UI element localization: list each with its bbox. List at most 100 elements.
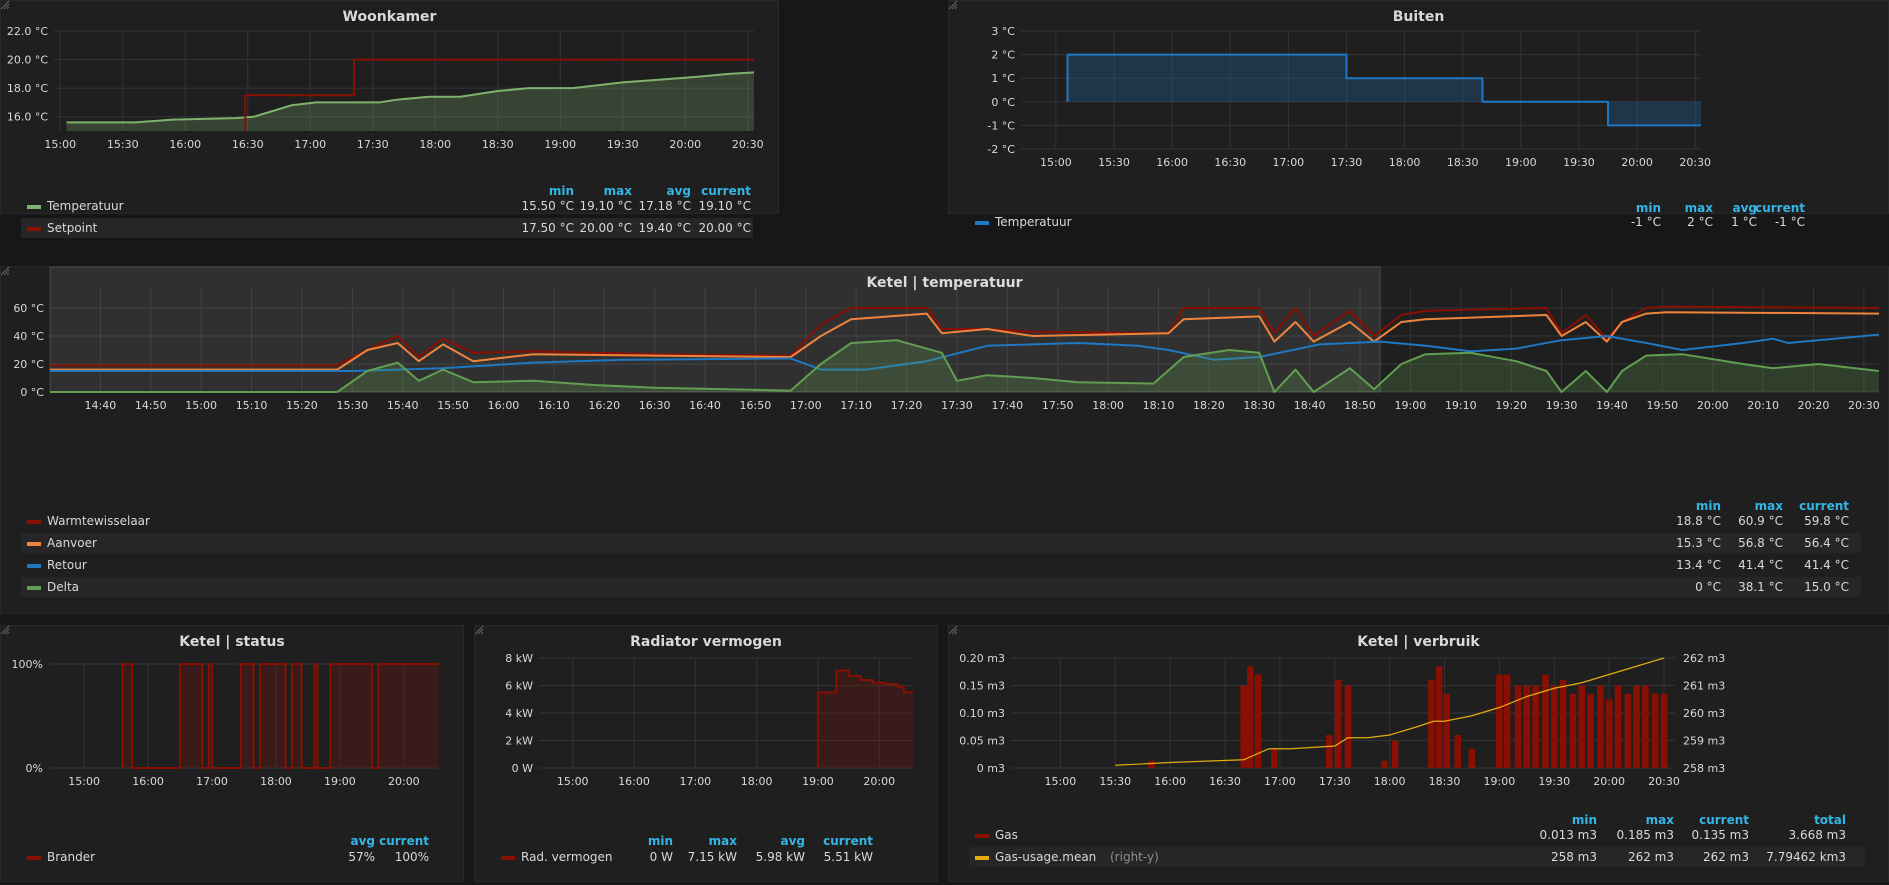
legend-row[interactable]: Retour 13.4 °C 41.4 °C 41.4 °C (21, 555, 1861, 575)
legend-row[interactable]: Gas-usage.mean (right-y) 258 m3 262 m3 262 m… (969, 847, 1865, 867)
legend-value-max: 56.8 °C (1738, 536, 1783, 550)
gas-bar (1633, 685, 1640, 768)
x-tick-label: 19:00 (1484, 775, 1516, 788)
rad-vermogen-area (817, 670, 913, 768)
legend-header-max[interactable]: max (1754, 499, 1783, 513)
woonkamer-chart[interactable]: 22.0 °C 20.0 °C 18.0 °C 16.0 °C 15:00 15:30 16… (1, 1, 780, 215)
x-tick-label: 16:00 (169, 138, 201, 151)
legend-value-avg: 17.18 °C (638, 199, 691, 213)
legend-series-name[interactable]: Brander (47, 850, 96, 864)
x-tick-label: 18:20 (1193, 399, 1225, 412)
y-tick-label: 20 °C (13, 358, 44, 371)
temperatuur-area (1067, 54, 1701, 126)
panel-title[interactable]: Radiator vermogen (630, 634, 782, 650)
ketel-status-chart[interactable]: 100% 0% 15:00 16:00 17:00 18:00 19:00 20:00 (1, 626, 465, 883)
legend-header-avg[interactable]: avg (666, 184, 691, 198)
buiten-chart[interactable]: 3 °C 2 °C 1 °C 0 °C -1 °C -2 °C 15:00 15:30 16:0… (949, 1, 1889, 215)
legend-color-swatch[interactable] (27, 205, 41, 209)
y-tick-label: 2 °C (991, 49, 1015, 62)
legend-color-swatch[interactable] (975, 856, 989, 860)
resize-handle-icon[interactable] (474, 625, 484, 635)
legend-header-max[interactable]: max (1645, 813, 1674, 827)
x-tick-label: 20:30 (1848, 399, 1880, 412)
legend-color-swatch[interactable] (27, 856, 41, 860)
legend-row[interactable]: Rad. vermogen 0 W 7.15 kW 5.98 kW 5.51 kW (495, 847, 907, 867)
panel-title[interactable]: Ketel | temperatuur (1, 275, 1888, 291)
panel-title[interactable]: Ketel | status (179, 634, 285, 650)
x-tick-label: 19:40 (1596, 399, 1628, 412)
panel-title[interactable]: Buiten (1392, 9, 1445, 25)
legend-color-swatch[interactable] (27, 586, 41, 590)
legend-header-avg[interactable]: avg (350, 834, 375, 848)
legend-color-swatch[interactable] (501, 856, 515, 860)
legend-header-current[interactable]: current (1699, 813, 1749, 827)
legend-value-current: 5.51 kW (823, 850, 873, 864)
legend-series-name[interactable]: Delta (47, 580, 80, 594)
legend-header-total[interactable]: total (1814, 813, 1846, 827)
x-tick-label: 15:20 (286, 399, 318, 412)
legend-series-name[interactable]: Warmtewisselaar (47, 514, 150, 528)
legend-header-max[interactable]: max (708, 834, 737, 848)
legend-value-max: 0.185 m3 (1616, 828, 1675, 842)
legend-header-max[interactable]: max (603, 184, 632, 198)
ketel-temperatuur-chart[interactable]: 60 °C 40 °C 20 °C 0 °C 14:40 14:50 15:00 15:10 1… (1, 266, 1889, 615)
legend-series-name[interactable]: Gas-usage.mean (995, 850, 1097, 864)
gas-bar (1344, 685, 1352, 768)
panel-title[interactable]: Ketel | verbruik (1357, 634, 1480, 650)
resize-handle-icon[interactable] (0, 625, 10, 635)
legend-row[interactable]: Temperatuur 15.50 °C 19.10 °C 17.18 °C 19.10… (21, 196, 753, 216)
legend-header-avg[interactable]: avg (1732, 201, 1757, 215)
legend-header-max[interactable]: max (1684, 201, 1713, 215)
legend-header-current[interactable]: current (1799, 499, 1849, 513)
legend-color-swatch[interactable] (975, 221, 989, 225)
legend-row[interactable]: Temperatuur -1 °C 2 °C 1 °C -1 °C (969, 212, 1864, 232)
x-tick-label: 17:30 (357, 138, 389, 151)
legend-header-current[interactable]: current (1755, 201, 1805, 215)
legend-series-name[interactable]: Setpoint (47, 221, 98, 235)
legend-value-current: 262 m3 (1702, 850, 1749, 864)
gas-bar (1254, 674, 1262, 768)
legend-header-min[interactable]: min (1635, 201, 1661, 215)
legend-color-swatch[interactable] (27, 542, 41, 546)
gas-bar (1660, 693, 1668, 768)
panel-title[interactable]: Woonkamer (342, 9, 437, 25)
legend-value-current: 0.135 m3 (1691, 828, 1750, 842)
resize-handle-icon[interactable] (948, 0, 958, 10)
resize-handle-icon[interactable] (948, 625, 958, 635)
legend-color-swatch[interactable] (27, 564, 41, 568)
legend-color-swatch[interactable] (27, 520, 41, 524)
legend-series-name[interactable]: Gas (995, 828, 1018, 842)
radiator-vermogen-chart[interactable]: 8 kW 6 kW 4 kW 2 kW 0 W 15:00 16:00 17:00 18:00 1… (475, 626, 939, 883)
legend-series-name[interactable]: Temperatuur (47, 199, 124, 213)
legend-row[interactable]: Setpoint 17.50 °C 20.00 °C 19.40 °C 20.00 °C (21, 218, 753, 238)
legend-header-min[interactable]: min (647, 834, 673, 848)
legend-header-min[interactable]: min (1571, 813, 1597, 827)
ketel-verbruik-chart[interactable]: 0.20 m3 0.15 m3 0.10 m3 0.05 m3 0 m3 262 m3 26… (949, 626, 1889, 883)
legend-value-avg: 19.40 °C (638, 221, 691, 235)
legend-row[interactable]: Brander 57% 100% (21, 847, 429, 867)
legend-header-avg[interactable]: avg (780, 834, 805, 848)
resize-handle-icon[interactable] (0, 266, 10, 276)
legend-color-swatch[interactable] (27, 227, 41, 231)
legend-color-swatch[interactable] (975, 834, 989, 838)
resize-handle-icon[interactable] (0, 0, 10, 10)
x-tick-label: 18:50 (1344, 399, 1376, 412)
legend-row[interactable]: Warmtewisselaar 18.8 °C 60.9 °C 59.8 °C (21, 511, 1861, 531)
legend-row[interactable]: Gas 0.013 m3 0.185 m3 0.135 m3 3.668 m3 (969, 825, 1865, 845)
y-tick-label: 1 °C (991, 72, 1015, 85)
legend-header-current[interactable]: current (823, 834, 873, 848)
legend-header-current[interactable]: current (379, 834, 429, 848)
legend-axis-suffix: (right-y) (1110, 850, 1159, 864)
legend-series-name[interactable]: Rad. vermogen (521, 850, 613, 864)
legend-series-name[interactable]: Temperatuur (995, 215, 1072, 229)
legend-series-name[interactable]: Retour (47, 558, 87, 572)
legend-series-name[interactable]: Aanvoer (47, 536, 97, 550)
legend-header-min[interactable]: min (1695, 499, 1721, 513)
panel-ketel-verbruik: Ketel | verbruik 0.20 m3 0.15 m3 0.10 m3 0.… (948, 625, 1889, 882)
legend-header-current[interactable]: current (701, 184, 751, 198)
legend-row[interactable]: Aanvoer 15.3 °C 56.8 °C 56.4 °C (21, 533, 1861, 553)
y-tick-label: 6 kW (505, 680, 533, 693)
legend-row[interactable]: Delta 0 °C 38.1 °C 15.0 °C (21, 577, 1861, 597)
legend-header-min[interactable]: min (548, 184, 574, 198)
panel-ketel-status: Ketel | status 100% 0% 15:00 16:00 17:00 18:0… (0, 625, 464, 882)
